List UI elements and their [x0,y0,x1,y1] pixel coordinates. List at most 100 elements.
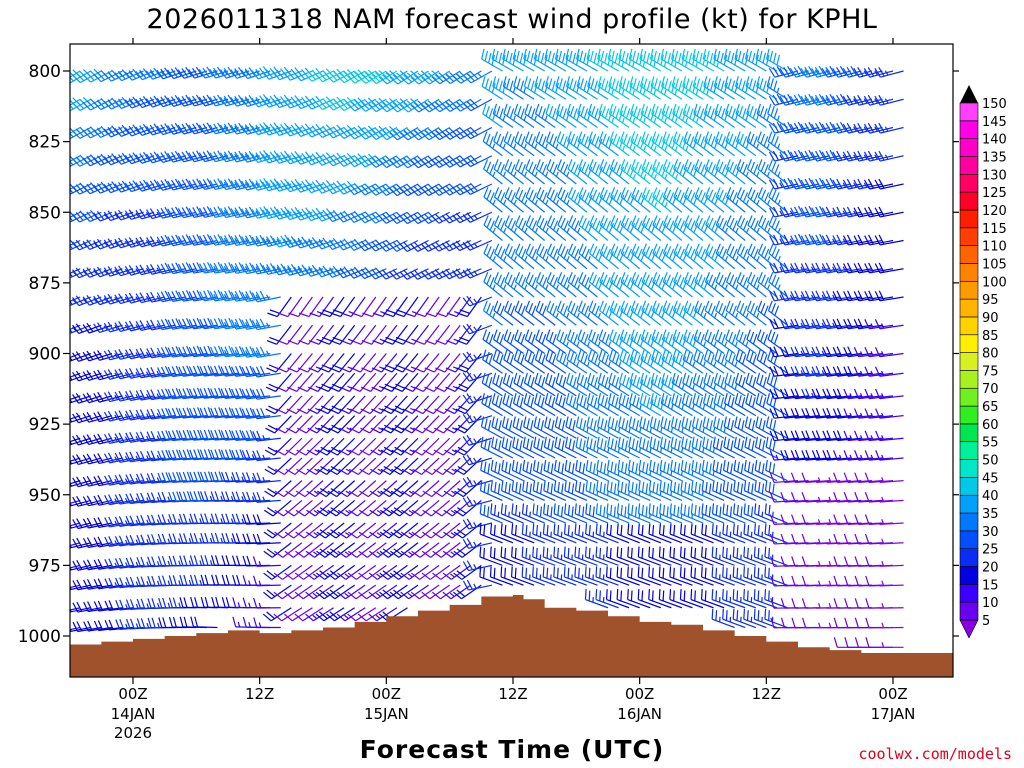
wind-barb [104,600,134,612]
wind-barb [70,372,81,378]
wind-barb [70,437,81,443]
colorbar-label: 80 [982,347,999,362]
wind-barb [296,415,324,434]
wind-barb [167,95,197,107]
colorbar-label: 55 [982,436,999,451]
wind-barb [262,235,292,248]
wind-barb [347,584,377,600]
y-tick-label: 875 [29,274,61,294]
wind-barb [263,564,292,580]
wind-barb [348,480,377,498]
wind-barb [230,234,260,247]
wind-barb [368,69,398,85]
wind-barb [0,563,27,572]
wind-barb [114,493,144,505]
wind-barb [252,514,281,526]
wind-barb [317,437,345,456]
chart-title: 2026011318 NAM forecast wind profile (kt… [147,4,878,35]
wind-barb [272,234,303,248]
wind-barb [20,605,49,614]
wind-barb [156,151,186,164]
wind-barb [0,183,27,196]
wind-barb [264,480,292,498]
wind-barb [70,372,91,382]
credit-link[interactable]: coolwx.com/models [858,745,1012,763]
wind-barb [370,457,398,475]
wind-barb [167,122,197,135]
wind-barb [315,584,345,600]
wind-barb [209,122,239,135]
wind-barb [0,522,27,531]
wind-barb [251,318,281,331]
wind-barb [41,436,70,446]
wind-barb [265,395,292,415]
colorbar-label: 90 [982,311,999,326]
wind-barb [115,557,144,569]
wind-barb [146,179,176,192]
wind-barb [264,437,292,456]
wind-barb [357,607,387,622]
wind-barb [20,184,48,196]
wind-barb [156,95,186,108]
wind-barb [72,370,102,382]
wind-barb [338,457,366,475]
wind-barb [41,325,70,335]
wind-barb [10,183,38,196]
wind-barb [209,178,239,191]
wind-barb [273,584,303,600]
wind-barb [82,209,113,223]
wind-barb [20,521,49,530]
wind-barb [0,296,27,307]
wind-barb [241,178,271,191]
wind-barb [315,607,345,622]
wind-barb [296,437,324,456]
wind-barb [369,542,398,558]
wind-barb [20,458,49,466]
wind-barb [20,582,49,591]
wind-barb [253,617,281,629]
wind-barb [326,542,356,558]
wind-barb [198,178,229,191]
wind-barb [124,292,155,304]
wind-barb [198,206,229,218]
wind-barb [31,184,60,195]
wind-barb [72,351,102,362]
colorbar-label: 70 [982,382,999,397]
wind-barb [30,437,59,447]
wind-barb [294,564,324,580]
wind-barb [167,206,197,219]
wind-barb [72,412,102,424]
wind-barb [9,373,38,383]
wind-barb [307,415,334,434]
wind-barb [296,457,324,475]
wind-barb [135,431,165,443]
wind-barb [0,268,27,279]
wind-barb [9,522,38,531]
x-tick-label: 00Z [625,685,654,703]
wind-barb [104,577,134,589]
wind-barb [188,122,218,135]
wind-barb [360,415,387,434]
wind-barb [209,94,239,107]
wind-barb [286,415,313,434]
wind-barb [252,472,281,484]
wind-barb [381,415,408,434]
wind-barb [378,70,408,85]
colorbar-label: 45 [982,471,999,486]
wind-barb [357,69,387,84]
wind-barb [20,99,48,112]
wind-barb [272,263,303,276]
wind-barb [135,264,165,276]
wind-barb [285,480,313,498]
wind-barb [241,290,271,302]
wind-barb [306,499,334,517]
wind-barb [103,293,134,305]
colorbar-label: 15 [982,578,999,593]
wind-barb [274,522,303,539]
wind-barb [389,564,419,580]
wind-barb [124,68,155,81]
colorbar-label: 105 [982,257,1007,272]
wind-barb [294,584,324,600]
x-date-label: 17JAN [871,705,916,723]
